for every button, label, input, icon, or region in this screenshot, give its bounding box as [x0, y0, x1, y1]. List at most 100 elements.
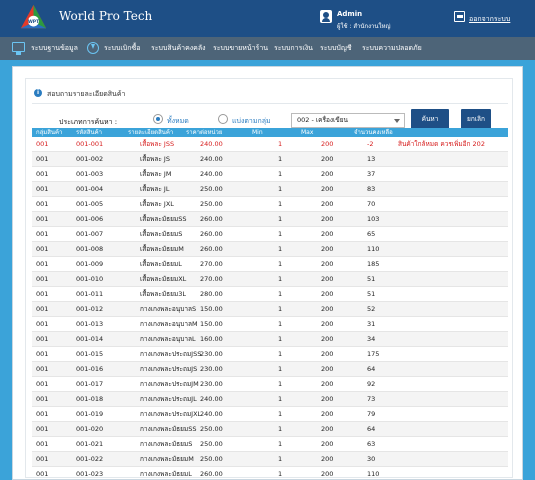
table-row[interactable]: 001 001-011 เสื้อพละมัธยม3L 280.00 1 200 51	[32, 287, 508, 302]
col-qty[interactable]: จำนวนคงเหลือ	[354, 129, 393, 136]
cell-code: 001-015	[76, 350, 104, 358]
radio-by-group[interactable]	[218, 114, 228, 124]
cell-note: สินค้าใกล้หมด ควรเพิ่มอีก 202	[398, 140, 485, 148]
cell-max: 200	[321, 350, 334, 358]
cell-group: 001	[36, 305, 49, 313]
cancel-button[interactable]: ยกเลิก	[461, 109, 491, 129]
table-row[interactable]: 001 001-008 เสื้อพละมัธยมM 260.00 1 200 110	[32, 242, 508, 257]
menu-item-security[interactable]: ระบบความปลอดภัย	[362, 44, 422, 52]
table-row[interactable]: 001 001-020 กางเกงพละมัธยมSS 250.00 1 200 64	[32, 422, 508, 437]
cell-min: 1	[278, 200, 283, 208]
cell-price: 250.00	[200, 440, 223, 448]
cell-desc: กางเกงพละอนุบาลL	[140, 335, 196, 343]
cell-code: 001-002	[76, 155, 104, 163]
cell-group: 001	[36, 230, 49, 238]
table-row[interactable]: 001 001-006 เสื้อพละมัธยมSS 260.00 1 200 103	[32, 212, 508, 227]
cell-group: 001	[36, 335, 49, 343]
cell-max: 200	[321, 305, 334, 313]
logout-link[interactable]: ออกจากระบบ	[469, 15, 511, 23]
cell-price: 280.00	[200, 290, 223, 298]
cell-price: 260.00	[200, 215, 223, 223]
cell-max: 200	[321, 380, 334, 388]
table-row[interactable]: 001 001-009 เสื้อพละมัธยมL 270.00 1 200 185	[32, 257, 508, 272]
menu-item-inventory[interactable]: ระบบสินค้าคงคลัง	[151, 44, 206, 52]
menu-item-pos[interactable]: ระบบขายหน้าร้าน	[213, 44, 269, 52]
cell-desc: กางเกงพละมัธยมSS	[140, 425, 197, 433]
product-group-select[interactable]: 002 - เครื่องเขียน	[291, 113, 405, 128]
cell-price: 270.00	[200, 275, 223, 283]
cell-max: 200	[321, 200, 334, 208]
table-row[interactable]: 001 001-005 เสื้อพละ JXL 250.00 1 200 70	[32, 197, 508, 212]
table-row[interactable]: 001 001-010 เสื้อพละมัธยมXL 270.00 1 200 51	[32, 272, 508, 287]
cell-price: 250.00	[200, 200, 223, 208]
product-table: กลุ่มสินค้า รหัสสินค้า รายละเอียดสินค้า …	[32, 128, 508, 480]
download-icon	[87, 42, 99, 54]
cell-desc: เสื้อพละมัธยม3L	[140, 290, 186, 298]
cell-max: 200	[321, 230, 334, 238]
cell-desc: เสื้อพละมัธยมM	[140, 245, 184, 253]
table-row[interactable]: 001 001-021 กางเกงพละมัธยมS 250.00 1 200 63	[32, 437, 508, 452]
cell-group: 001	[36, 320, 49, 328]
cell-min: 1	[278, 185, 283, 193]
table-row[interactable]: 001 001-013 กางเกงพละอนุบาลM 150.00 1 200 31	[32, 317, 508, 332]
cell-min: 1	[278, 275, 283, 283]
table-row[interactable]: 001 001-003 เสื้อพละ JM 240.00 1 200 37	[32, 167, 508, 182]
cell-desc: เสื้อพละ JM	[140, 170, 172, 178]
col-price[interactable]: ราคาต่อหน่วย	[186, 129, 223, 136]
radio-by-group-label[interactable]: แบ่งตามกลุ่ม	[232, 117, 271, 125]
table-row[interactable]: 001 001-002 เสื้อพละ JS 240.00 1 200 13	[32, 152, 508, 167]
cell-price: 230.00	[200, 380, 223, 388]
radio-all-label[interactable]: ทั้งหมด	[167, 117, 189, 125]
cell-group: 001	[36, 155, 49, 163]
table-row[interactable]: 001 001-014 กางเกงพละอนุบาลL 160.00 1 200 34	[32, 332, 508, 347]
cell-code: 001-010	[76, 275, 104, 283]
logout-icon[interactable]	[454, 11, 465, 22]
cell-min: 1	[278, 170, 283, 178]
menu-item-purchase[interactable]: ระบบเบิกซื้อ	[104, 44, 141, 52]
col-max[interactable]: Max	[301, 129, 314, 136]
cell-group: 001	[36, 395, 49, 403]
cell-price: 240.00	[200, 170, 223, 178]
cell-min: 1	[278, 155, 283, 163]
search-type-label: ประเภทการค้นหา :	[59, 118, 118, 126]
table-row[interactable]: 001 001-004 เสื้อพละ JL 250.00 1 200 83	[32, 182, 508, 197]
table-header: กลุ่มสินค้า รหัสสินค้า รายละเอียดสินค้า …	[32, 128, 508, 137]
cell-qty: 83	[367, 185, 376, 193]
table-row[interactable]: 001 001-015 กางเกงพละประถมJSS 230.00 1 200 175	[32, 347, 508, 362]
menu-item-database[interactable]: ระบบฐานข้อมูล	[31, 44, 78, 52]
logo-text: WPT	[28, 19, 40, 25]
cell-code: 001-006	[76, 215, 104, 223]
table-row[interactable]: 001 001-023 กางเกงพละมัธยมL 260.00 1 200 110	[32, 467, 508, 480]
col-min[interactable]: Min	[252, 129, 263, 136]
cell-desc: กางเกงพละมัธยมL	[140, 470, 192, 478]
table-row[interactable]: 001 001-012 กางเกงพละอนุบาลS 150.00 1 200 52	[32, 302, 508, 317]
table-row[interactable]: 001 001-022 กางเกงพละมัธยมM 250.00 1 200 30	[32, 452, 508, 467]
cell-group: 001	[36, 245, 49, 253]
cell-code: 001-019	[76, 410, 104, 418]
search-button[interactable]: ค้นหา	[411, 109, 449, 129]
cell-qty: 103	[367, 215, 380, 223]
col-code[interactable]: รหัสสินค้า	[76, 129, 102, 136]
cell-max: 200	[321, 425, 334, 433]
table-row[interactable]: 001 001-016 กางเกงพละประถมJS 230.00 1 200 64	[32, 362, 508, 377]
col-desc[interactable]: รายละเอียดสินค้า	[128, 129, 174, 136]
cell-max: 200	[321, 275, 334, 283]
cell-desc: เสื้อพละมัธยมXL	[140, 275, 187, 283]
menu-item-finance[interactable]: ระบบการเงิน	[274, 44, 313, 52]
table-row[interactable]: 001 001-007 เสื้อพละมัธยมS 260.00 1 200 65	[32, 227, 508, 242]
cell-code: 001-005	[76, 200, 104, 208]
cell-group: 001	[36, 410, 49, 418]
cell-min: 1	[278, 350, 283, 358]
table-row[interactable]: 001 001-018 กางเกงพละประถมJL 240.00 1 200 73	[32, 392, 508, 407]
menu-item-accounting[interactable]: ระบบบัญชี	[320, 44, 352, 52]
cell-code: 001-021	[76, 440, 104, 448]
cell-group: 001	[36, 170, 49, 178]
table-row[interactable]: 001 001-001 เสื้อพละ JSS 240.00 1 200 -2 สินค้า…	[32, 137, 508, 152]
col-group[interactable]: กลุ่มสินค้า	[36, 129, 63, 136]
table-row[interactable]: 001 001-019 กางเกงพละประถมJXL 240.00 1 200 79	[32, 407, 508, 422]
cell-group: 001	[36, 440, 49, 448]
radio-all[interactable]	[153, 114, 163, 124]
cell-code: 001-001	[76, 140, 104, 148]
info-icon: i	[34, 89, 42, 97]
table-row[interactable]: 001 001-017 กางเกงพละประถมJM 230.00 1 200 92	[32, 377, 508, 392]
